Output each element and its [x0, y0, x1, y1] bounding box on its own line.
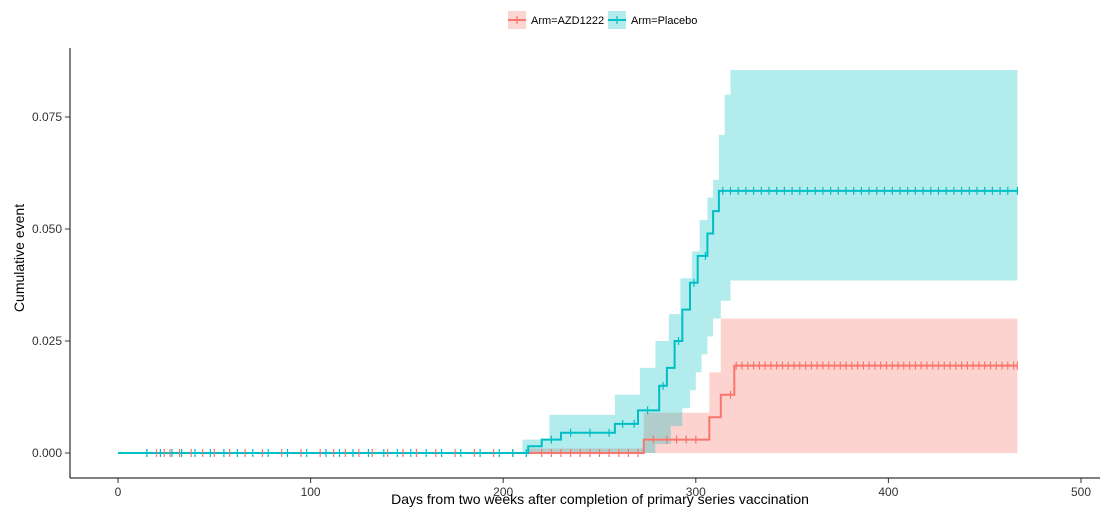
confidence-band-placebo [118, 70, 1018, 453]
series-line-placebo [118, 189, 1018, 454]
confidence-bands [118, 70, 1018, 453]
x-tick-label: 500 [1071, 485, 1091, 499]
y-tick-label: 0.025 [32, 334, 62, 348]
censor-marks [146, 186, 1019, 457]
y-tick-label: 0.000 [32, 446, 62, 460]
y-tick-label: 0.075 [32, 110, 62, 124]
axes: 0 100 200 300 400 500 0.000 0.025 0.050 0.075 [32, 48, 1100, 499]
x-tick-label: 200 [493, 485, 513, 499]
x-axis-label: Days from two weeks after completion of … [391, 491, 809, 507]
x-tick-label: 400 [878, 485, 898, 499]
series-lines [118, 189, 1018, 454]
legend-label-placebo: Arm=Placebo [631, 15, 697, 27]
legend-label-azd1222: Arm=AZD1222 [531, 15, 604, 27]
series-line-azd1222 [118, 364, 1018, 454]
x-tick-label: 100 [301, 485, 321, 499]
x-tick-label: 0 [115, 485, 122, 499]
x-tick-label: 300 [686, 485, 706, 499]
y-tick-label: 0.050 [32, 222, 62, 236]
y-axis-label: Cumulative event [11, 204, 27, 312]
confidence-band-azd1222 [118, 318, 1018, 453]
legend: Arm=AZD1222 Arm=Placebo [508, 11, 697, 29]
